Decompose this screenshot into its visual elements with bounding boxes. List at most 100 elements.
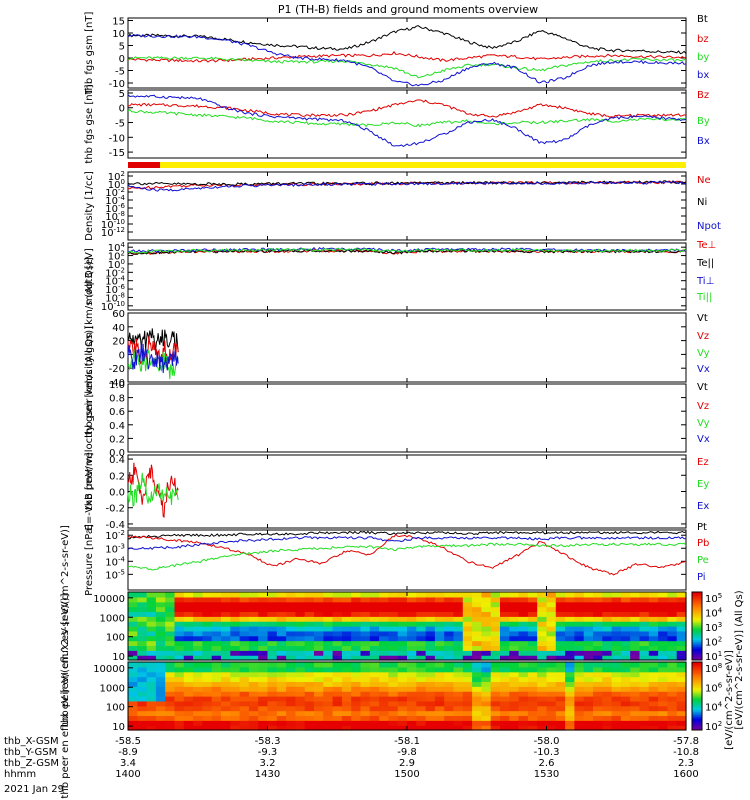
spectrogram-cell	[165, 635, 176, 642]
spectrogram-cell	[667, 715, 678, 721]
spectrogram-cell	[183, 596, 194, 603]
spectrogram-cell	[676, 650, 687, 656]
spectrogram-cell	[248, 635, 259, 642]
spectrogram-cell	[676, 666, 687, 673]
spectrogram-cell	[453, 630, 464, 637]
spectrogram-cell	[332, 655, 343, 661]
spectrogram-cell	[379, 650, 389, 656]
spectrogram-cell	[165, 616, 176, 622]
spectrogram-cell	[593, 626, 603, 632]
spectrogram-cell	[323, 611, 334, 617]
spectrogram-cell	[425, 626, 436, 632]
spectrogram-cell	[332, 710, 343, 717]
spectrogram-cell	[546, 606, 557, 613]
series-line-Bx	[127, 94, 687, 147]
spectrogram-cell	[248, 645, 259, 651]
y-tick-label: -15	[109, 148, 125, 159]
spectrogram-cell	[509, 666, 520, 673]
spectrogram-cell	[239, 640, 250, 647]
spectrogram-cell	[137, 640, 148, 647]
spectrogram-cell	[555, 626, 566, 632]
spectrogram-cell	[425, 650, 436, 656]
spectrogram-cell	[286, 681, 296, 687]
spectrogram-cell	[648, 715, 659, 721]
spectrogram-cell	[574, 666, 585, 673]
spectrogram-cell	[155, 681, 166, 687]
spectrogram-cell	[323, 715, 334, 721]
spectrogram-cell	[574, 686, 585, 692]
spectrogram-cell	[407, 616, 417, 622]
series-line-by	[127, 56, 687, 79]
spectrogram-cell	[658, 640, 668, 647]
spectrogram-cell	[602, 686, 613, 692]
colorbar-cell	[692, 609, 702, 612]
spectrogram-cell	[267, 611, 278, 617]
spectrogram-cell	[314, 596, 324, 603]
spectrogram-cell	[397, 645, 408, 651]
ephemeris-row-label: thb_Y-GSM	[4, 747, 57, 758]
spectrogram-cell	[128, 630, 138, 637]
spectrogram-cell	[639, 640, 650, 647]
spectrogram-cell	[174, 705, 185, 712]
spectrogram-cell	[667, 696, 678, 702]
spectrogram-cell	[472, 645, 482, 651]
spectrogram-cell	[500, 700, 510, 707]
spectrogram-cell	[639, 715, 650, 721]
spectrogram-cell	[258, 662, 269, 668]
spectrogram-cell	[509, 681, 520, 687]
spectrogram-cell	[155, 705, 166, 712]
spectrogram-cell	[174, 700, 185, 707]
spectrogram-cell	[546, 592, 557, 598]
spectrogram-cell	[351, 630, 362, 637]
spectrogram-cell	[314, 725, 324, 731]
spectrogram-cell	[314, 681, 324, 687]
spectrogram-cell	[258, 621, 269, 627]
spectrogram-cell	[500, 640, 510, 647]
spectrogram-cell	[630, 696, 641, 702]
spectrogram-cell	[537, 691, 548, 697]
colorbar-cell	[692, 607, 702, 610]
spectrogram-cell	[183, 715, 194, 721]
spectrogram-cell	[639, 705, 650, 712]
spectrogram-cell	[137, 592, 148, 598]
spectrogram-cell	[239, 720, 250, 726]
colorbar-cell	[692, 622, 702, 625]
spectrogram-cell	[509, 715, 520, 721]
spectrogram-cell	[481, 592, 492, 598]
spectrogram-cell	[323, 681, 334, 687]
y-tick-label: 1.0	[109, 380, 125, 391]
spectrogram-cell	[537, 596, 548, 603]
spectrogram-cell	[658, 691, 668, 697]
spectrogram-cell	[472, 671, 482, 678]
spectrogram-cell	[425, 710, 436, 717]
spectrogram-cell	[341, 696, 352, 702]
spectrogram-cell	[295, 635, 306, 642]
spectrogram-cell	[648, 655, 659, 661]
spectrogram-cell	[639, 700, 650, 707]
spectrogram-cell	[444, 710, 455, 717]
spectrogram-cell	[248, 596, 259, 603]
series-line-bx	[127, 33, 687, 87]
spectrogram-cell	[314, 662, 324, 668]
spectrogram-cell	[676, 645, 687, 651]
y-tick-label: -5	[115, 67, 125, 78]
spectrogram-cell	[239, 592, 250, 598]
spectrogram-cell	[416, 621, 427, 627]
spectrogram-cell	[323, 621, 334, 627]
spectrogram-cell	[546, 611, 557, 617]
spectrogram-cell	[146, 640, 157, 647]
spectrogram-cell	[211, 681, 222, 687]
y-tick-label: -5	[115, 119, 125, 130]
spectrogram-cell	[239, 596, 250, 603]
spectrogram-cell	[221, 696, 231, 702]
spectrogram-cell	[676, 681, 687, 687]
spectrogram-cell	[174, 650, 185, 656]
spectrogram-cell	[388, 676, 399, 683]
spectrogram-cell	[332, 611, 343, 617]
spectrogram-cell	[546, 596, 557, 603]
ephemeris-value: 3.4	[120, 758, 136, 769]
spectrogram-cell	[555, 671, 566, 678]
spectrogram-cell	[416, 676, 427, 683]
spectrogram-cell	[267, 705, 278, 712]
spectrogram-cell	[146, 655, 157, 661]
